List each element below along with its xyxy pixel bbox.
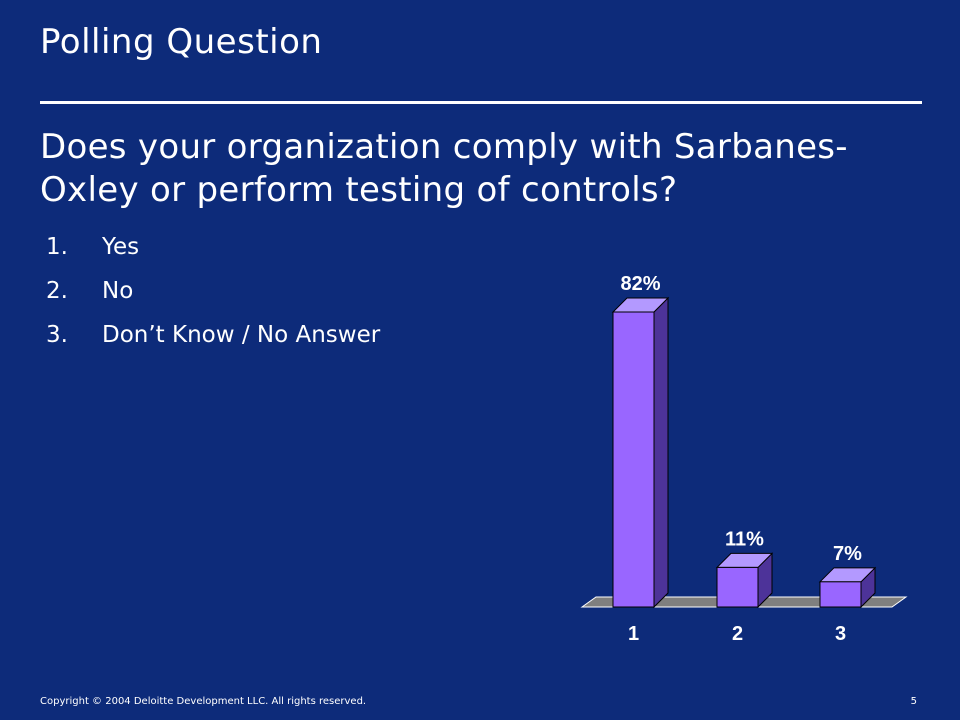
bar-side: [653, 296, 669, 609]
answer-option: 2. No: [46, 274, 380, 318]
bar: [819, 581, 862, 608]
bar: [716, 566, 759, 608]
category-label: 3: [835, 623, 846, 645]
page-number: 5: [910, 696, 917, 707]
polling-question: Does your organization comply with Sarba…: [40, 127, 848, 210]
answer-option: 1. Yes: [46, 230, 380, 274]
answer-options-list: 1. Yes 2. No 3. Don’t Know / No Answer: [46, 230, 380, 362]
title-divider: [40, 101, 922, 104]
copyright-notice: Copyright © 2004 Deloitte Development LL…: [40, 696, 367, 707]
option-number: 2.: [46, 278, 68, 304]
bar: [612, 311, 655, 608]
option-number: 3.: [46, 322, 68, 348]
bar-value-label: 11%: [725, 528, 764, 550]
poll-results-chart: 82% 1 11% 2 7% 3: [580, 273, 908, 645]
category-label: 1: [628, 623, 639, 645]
option-label: No: [102, 278, 134, 304]
bar-value-label: 82%: [620, 273, 660, 295]
bar-value-label: 7%: [833, 543, 862, 565]
option-label: Yes: [102, 234, 140, 260]
option-label: Don’t Know / No Answer: [102, 322, 381, 348]
slide-title: Polling Question: [40, 22, 323, 62]
answer-option: 3. Don’t Know / No Answer: [46, 318, 380, 362]
option-number: 1.: [46, 234, 68, 260]
category-label: 2: [732, 623, 743, 645]
